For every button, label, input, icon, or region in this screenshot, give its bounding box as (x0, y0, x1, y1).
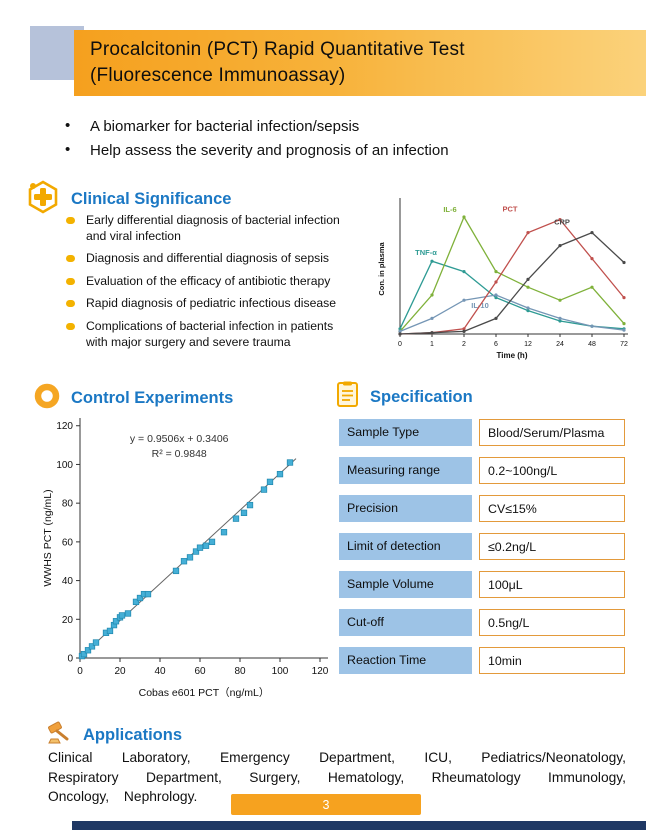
svg-text:80: 80 (234, 666, 246, 677)
svg-text:40: 40 (62, 576, 74, 587)
applications-text: Clinical Laboratory, Emergency Departmen… (48, 750, 626, 805)
footer-bar (72, 821, 646, 830)
specification-header: Specification (336, 381, 473, 413)
section-heading: Specification (370, 387, 473, 406)
spec-label: Cut-off (339, 609, 472, 636)
svg-text:0: 0 (398, 341, 402, 348)
svg-text:Time (h): Time (h) (497, 351, 528, 360)
svg-text:CRP: CRP (554, 218, 570, 227)
svg-text:WWHS PCT (ng/mL): WWHS PCT (ng/mL) (42, 489, 54, 586)
document-icon (336, 381, 359, 413)
svg-text:48: 48 (588, 341, 596, 348)
svg-text:R² = 0.9848: R² = 0.9848 (152, 448, 207, 460)
spec-row: Limit of detection ≤0.2ng/L (339, 533, 625, 560)
spec-row: Sample Type Blood/Serum/Plasma (339, 419, 625, 446)
spec-label: Limit of detection (339, 533, 472, 560)
clinical-bullet-list: Early differential diagnosis of bacteria… (66, 213, 352, 357)
svg-text:72: 72 (620, 341, 628, 348)
spec-value: Blood/Serum/Plasma (479, 419, 625, 446)
clinical-bullet: Diagnosis and differential diagnosis of … (66, 251, 352, 267)
clinical-bullet: Rapid diagnosis of pediatric infectious … (66, 296, 352, 312)
spec-row: Reaction Time 10min (339, 647, 625, 674)
page-subtitle: (Fluorescence Immunoassay) (90, 65, 346, 86)
spec-value: 100μL (479, 571, 625, 598)
spec-row: Measuring range 0.2~100ng/L (339, 457, 625, 484)
clinical-bullet: Early differential diagnosis of bacteria… (66, 213, 352, 244)
svg-text:20: 20 (62, 615, 74, 626)
intro-bullet-list: A biomarker for bacterial infection/seps… (65, 117, 449, 166)
spec-value: 0.2~100ng/L (479, 457, 625, 484)
clinical-significance-header: Clinical Significance (26, 180, 231, 219)
svg-text:120: 120 (56, 421, 73, 432)
spec-row: Sample Volume 100μL (339, 571, 625, 598)
section-heading: Clinical Significance (71, 190, 232, 208)
svg-text:24: 24 (556, 341, 564, 348)
svg-text:100: 100 (56, 460, 73, 471)
specification-table: Sample Type Blood/Serum/Plasma Measuring… (339, 419, 625, 685)
control-experiments-header: Control Experiments (34, 383, 233, 414)
spec-row: Precision CV≤15% (339, 495, 625, 522)
bullet-pill-icon (66, 255, 75, 263)
svg-text:Cobas e601 PCT（ng/mL）: Cobas e601 PCT（ng/mL） (139, 687, 270, 699)
bullet-pill-icon (66, 277, 75, 285)
svg-text:80: 80 (62, 499, 74, 510)
svg-text:60: 60 (62, 537, 74, 548)
applications-header: Applications (46, 720, 182, 751)
section-heading: Control Experiments (71, 389, 234, 407)
bullet-pill-icon (66, 217, 75, 224)
intro-bullet: A biomarker for bacterial infection/seps… (65, 117, 449, 135)
svg-text:40: 40 (154, 666, 166, 677)
svg-text:Con. in plasma: Con. in plasma (377, 242, 386, 296)
svg-text:0: 0 (77, 666, 83, 677)
svg-text:120: 120 (312, 666, 329, 677)
spec-label: Precision (339, 495, 472, 522)
svg-text:TNF-α: TNF-α (415, 248, 437, 257)
clinical-bullet: Evaluation of the efficacy of antibiotic… (66, 274, 352, 290)
spec-row: Cut-off 0.5ng/L (339, 609, 625, 636)
svg-text:0: 0 (67, 654, 73, 665)
spec-label: Measuring range (339, 457, 472, 484)
title-banner: Procalcitonin (PCT) Rapid Quantitative T… (74, 30, 646, 96)
svg-text:20: 20 (114, 666, 126, 677)
page-number: 3 (322, 797, 330, 812)
spec-label: Sample Volume (339, 571, 472, 598)
page-title: Procalcitonin (PCT) Rapid Quantitative T… (90, 38, 465, 60)
bullet-pill-icon (66, 300, 75, 308)
svg-text:y = 0.9506x + 0.3406: y = 0.9506x + 0.3406 (130, 433, 229, 445)
clinical-bullet: Complications of bacterial infection in … (66, 319, 352, 350)
correlation-scatter-chart: 0 20 40 60 80 100 120 0 20 40 60 80 100 120 y = 0.9506… (42, 418, 329, 699)
medical-cross-icon (26, 180, 60, 219)
svg-text:PCT: PCT (503, 205, 518, 214)
spec-value: ≤0.2ng/L (479, 533, 625, 560)
ring-icon (34, 383, 60, 414)
svg-text:IL-6: IL-6 (443, 205, 456, 214)
svg-text:1: 1 (430, 341, 434, 348)
svg-text:2: 2 (462, 341, 466, 348)
spec-value: 10min (479, 647, 625, 674)
svg-text:6: 6 (494, 341, 498, 348)
gavel-icon (46, 720, 72, 751)
spec-value: 0.5ng/L (479, 609, 625, 636)
intro-bullet: Help assess the severity and prognosis o… (65, 141, 449, 159)
svg-text:12: 12 (524, 341, 532, 348)
section-heading: Applications (83, 726, 183, 744)
spec-label: Reaction Time (339, 647, 472, 674)
page-number-badge: 3 (231, 794, 421, 815)
bullet-pill-icon (66, 323, 75, 331)
spec-label: Sample Type (339, 419, 472, 446)
spec-value: CV≤15% (479, 495, 625, 522)
svg-text:100: 100 (272, 666, 289, 677)
svg-text:60: 60 (194, 666, 206, 677)
